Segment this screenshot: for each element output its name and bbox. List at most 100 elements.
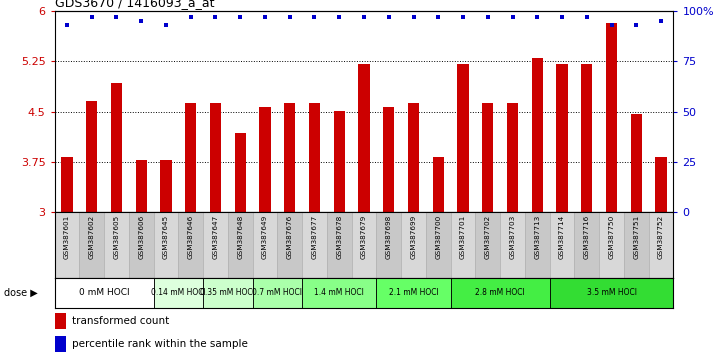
Bar	[111, 82, 122, 212]
Bar	[333, 111, 345, 212]
Point	[482, 14, 494, 19]
Text: GSM387645: GSM387645	[163, 215, 169, 259]
Bar	[302, 278, 376, 308]
Bar	[302, 212, 327, 278]
Bar	[649, 212, 673, 278]
Text: GDS3670 / 1416093_a_at: GDS3670 / 1416093_a_at	[55, 0, 214, 10]
Bar	[457, 64, 469, 212]
Bar	[253, 212, 277, 278]
Bar	[55, 278, 154, 308]
Text: percentile rank within the sample: percentile rank within the sample	[72, 339, 248, 349]
Text: 1.4 mM HOCl: 1.4 mM HOCl	[314, 289, 364, 297]
Text: GSM387714: GSM387714	[559, 215, 565, 259]
Bar	[228, 212, 253, 278]
Point	[61, 22, 73, 28]
Bar	[500, 212, 525, 278]
Text: transformed count: transformed count	[72, 316, 169, 326]
Point	[210, 14, 221, 19]
Bar	[408, 103, 419, 212]
Bar	[309, 103, 320, 212]
Text: GSM387648: GSM387648	[237, 215, 243, 259]
Bar	[234, 133, 246, 212]
Bar	[185, 103, 197, 212]
Text: dose ▶: dose ▶	[4, 288, 37, 298]
Text: GSM387676: GSM387676	[287, 215, 293, 259]
Point	[358, 14, 370, 19]
Point	[531, 14, 543, 19]
Text: 2.1 mM HOCl: 2.1 mM HOCl	[389, 289, 438, 297]
Bar	[210, 103, 221, 212]
Bar	[284, 103, 296, 212]
Bar	[253, 278, 302, 308]
Text: GSM387649: GSM387649	[262, 215, 268, 259]
Point	[86, 14, 98, 19]
Bar	[79, 212, 104, 278]
Bar	[507, 103, 518, 212]
Text: 0.7 mM HOCl: 0.7 mM HOCl	[253, 289, 302, 297]
Bar	[451, 212, 475, 278]
Bar	[104, 212, 129, 278]
Bar	[606, 23, 617, 212]
Bar	[277, 212, 302, 278]
Bar	[550, 278, 673, 308]
Point	[556, 14, 568, 19]
Bar	[531, 58, 543, 212]
Bar	[55, 212, 79, 278]
Text: GSM387698: GSM387698	[386, 215, 392, 259]
Bar	[55, 313, 66, 329]
Bar	[259, 108, 271, 212]
Point	[408, 14, 419, 19]
Text: GSM387703: GSM387703	[510, 215, 515, 259]
Bar	[426, 212, 451, 278]
Point	[581, 14, 593, 19]
Text: GSM387716: GSM387716	[584, 215, 590, 259]
Text: GSM387702: GSM387702	[485, 215, 491, 259]
Bar	[556, 64, 568, 212]
Point	[630, 22, 642, 28]
Text: 0.14 mM HOCl: 0.14 mM HOCl	[151, 289, 206, 297]
Point	[284, 14, 296, 19]
Text: GSM387606: GSM387606	[138, 215, 144, 259]
Text: 0 mM HOCl: 0 mM HOCl	[79, 289, 130, 297]
Text: GSM387752: GSM387752	[658, 215, 664, 259]
Point	[185, 14, 197, 19]
Text: GSM387646: GSM387646	[188, 215, 194, 259]
Text: GSM387678: GSM387678	[336, 215, 342, 259]
Bar	[178, 212, 203, 278]
Text: GSM387700: GSM387700	[435, 215, 441, 259]
Bar	[630, 114, 642, 212]
Bar	[550, 212, 574, 278]
Text: GSM387701: GSM387701	[460, 215, 466, 259]
Bar	[352, 212, 376, 278]
Point	[507, 14, 518, 19]
Point	[160, 22, 172, 28]
Text: GSM387647: GSM387647	[213, 215, 218, 259]
Text: GSM387679: GSM387679	[361, 215, 367, 259]
Bar	[432, 156, 444, 212]
Point	[111, 14, 122, 19]
Point	[234, 14, 246, 19]
Text: GSM387605: GSM387605	[114, 215, 119, 259]
Point	[383, 14, 395, 19]
Bar	[376, 212, 401, 278]
Bar	[624, 212, 649, 278]
Bar	[86, 102, 98, 212]
Bar	[327, 212, 352, 278]
Bar	[154, 278, 203, 308]
Bar	[451, 278, 550, 308]
Bar	[135, 160, 147, 212]
Bar	[55, 336, 66, 352]
Bar	[475, 212, 500, 278]
Bar	[599, 212, 624, 278]
Point	[309, 14, 320, 19]
Bar	[655, 157, 667, 212]
Bar	[203, 278, 253, 308]
Bar	[383, 107, 395, 212]
Bar	[581, 64, 593, 212]
Bar	[129, 212, 154, 278]
Bar	[376, 278, 451, 308]
Bar	[482, 103, 494, 212]
Bar	[574, 212, 599, 278]
Point	[259, 14, 271, 19]
Text: 3.5 mM HOCl: 3.5 mM HOCl	[587, 289, 636, 297]
